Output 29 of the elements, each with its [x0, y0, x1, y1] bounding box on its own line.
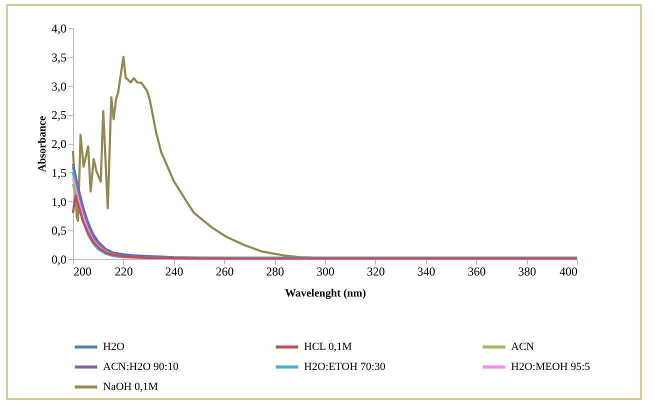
- y-tick-label: 1,5: [52, 166, 66, 180]
- y-axis-title: Absorbance: [36, 116, 48, 172]
- x-tick-label: 260: [216, 264, 234, 278]
- x-tick-label: 240: [165, 264, 184, 278]
- x-tick-label: 220: [114, 264, 133, 278]
- legend-label: ACN: [511, 341, 534, 353]
- legend-label: H2O:ETOH 70:30: [304, 361, 386, 373]
- x-tick-label: 280: [266, 264, 284, 278]
- x-tick-label: 200: [74, 264, 92, 278]
- legend-label: ACN:H2O 90:10: [103, 361, 179, 373]
- y-tick-label: 4,0: [52, 22, 66, 36]
- x-tick-label: 320: [366, 264, 385, 278]
- legend-label: NaOH 0,1M: [103, 381, 158, 393]
- legend-label: H2O: [103, 341, 124, 353]
- legend-label: H2O:MEOH 95:5: [511, 361, 591, 373]
- x-tick-label: 380: [518, 264, 536, 278]
- y-tick-label: 1,0: [52, 194, 66, 209]
- x-tick-label: 340: [417, 264, 436, 278]
- y-tick-label: 2,0: [52, 137, 66, 151]
- y-tick-label: 3,5: [52, 50, 66, 64]
- x-axis-title: Wavelenght (nm): [285, 288, 366, 300]
- y-tick-label: 3,0: [52, 79, 66, 94]
- y-tick-label: 0,0: [52, 252, 66, 266]
- y-tick-label: 0,5: [52, 224, 66, 238]
- x-tick-label: 400: [560, 264, 578, 278]
- x-tick-label: 360: [468, 264, 486, 278]
- x-tick-label: 300: [316, 264, 334, 278]
- y-tick-label: 2,5: [52, 108, 66, 122]
- legend-label: HCL 0,1M: [304, 341, 352, 353]
